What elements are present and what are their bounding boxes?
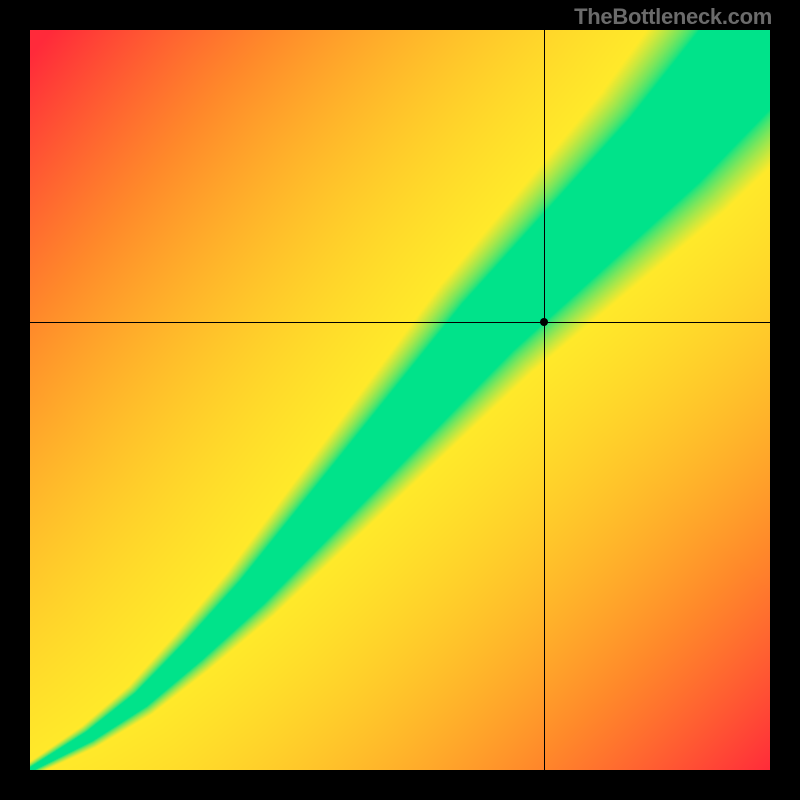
plot-area [30, 30, 770, 770]
heatmap-canvas [30, 30, 770, 770]
chart-frame: TheBottleneck.com [0, 0, 800, 800]
crosshair-marker [540, 318, 548, 326]
crosshair-vertical [544, 30, 545, 770]
watermark-text: TheBottleneck.com [574, 4, 772, 30]
crosshair-horizontal [30, 322, 770, 323]
